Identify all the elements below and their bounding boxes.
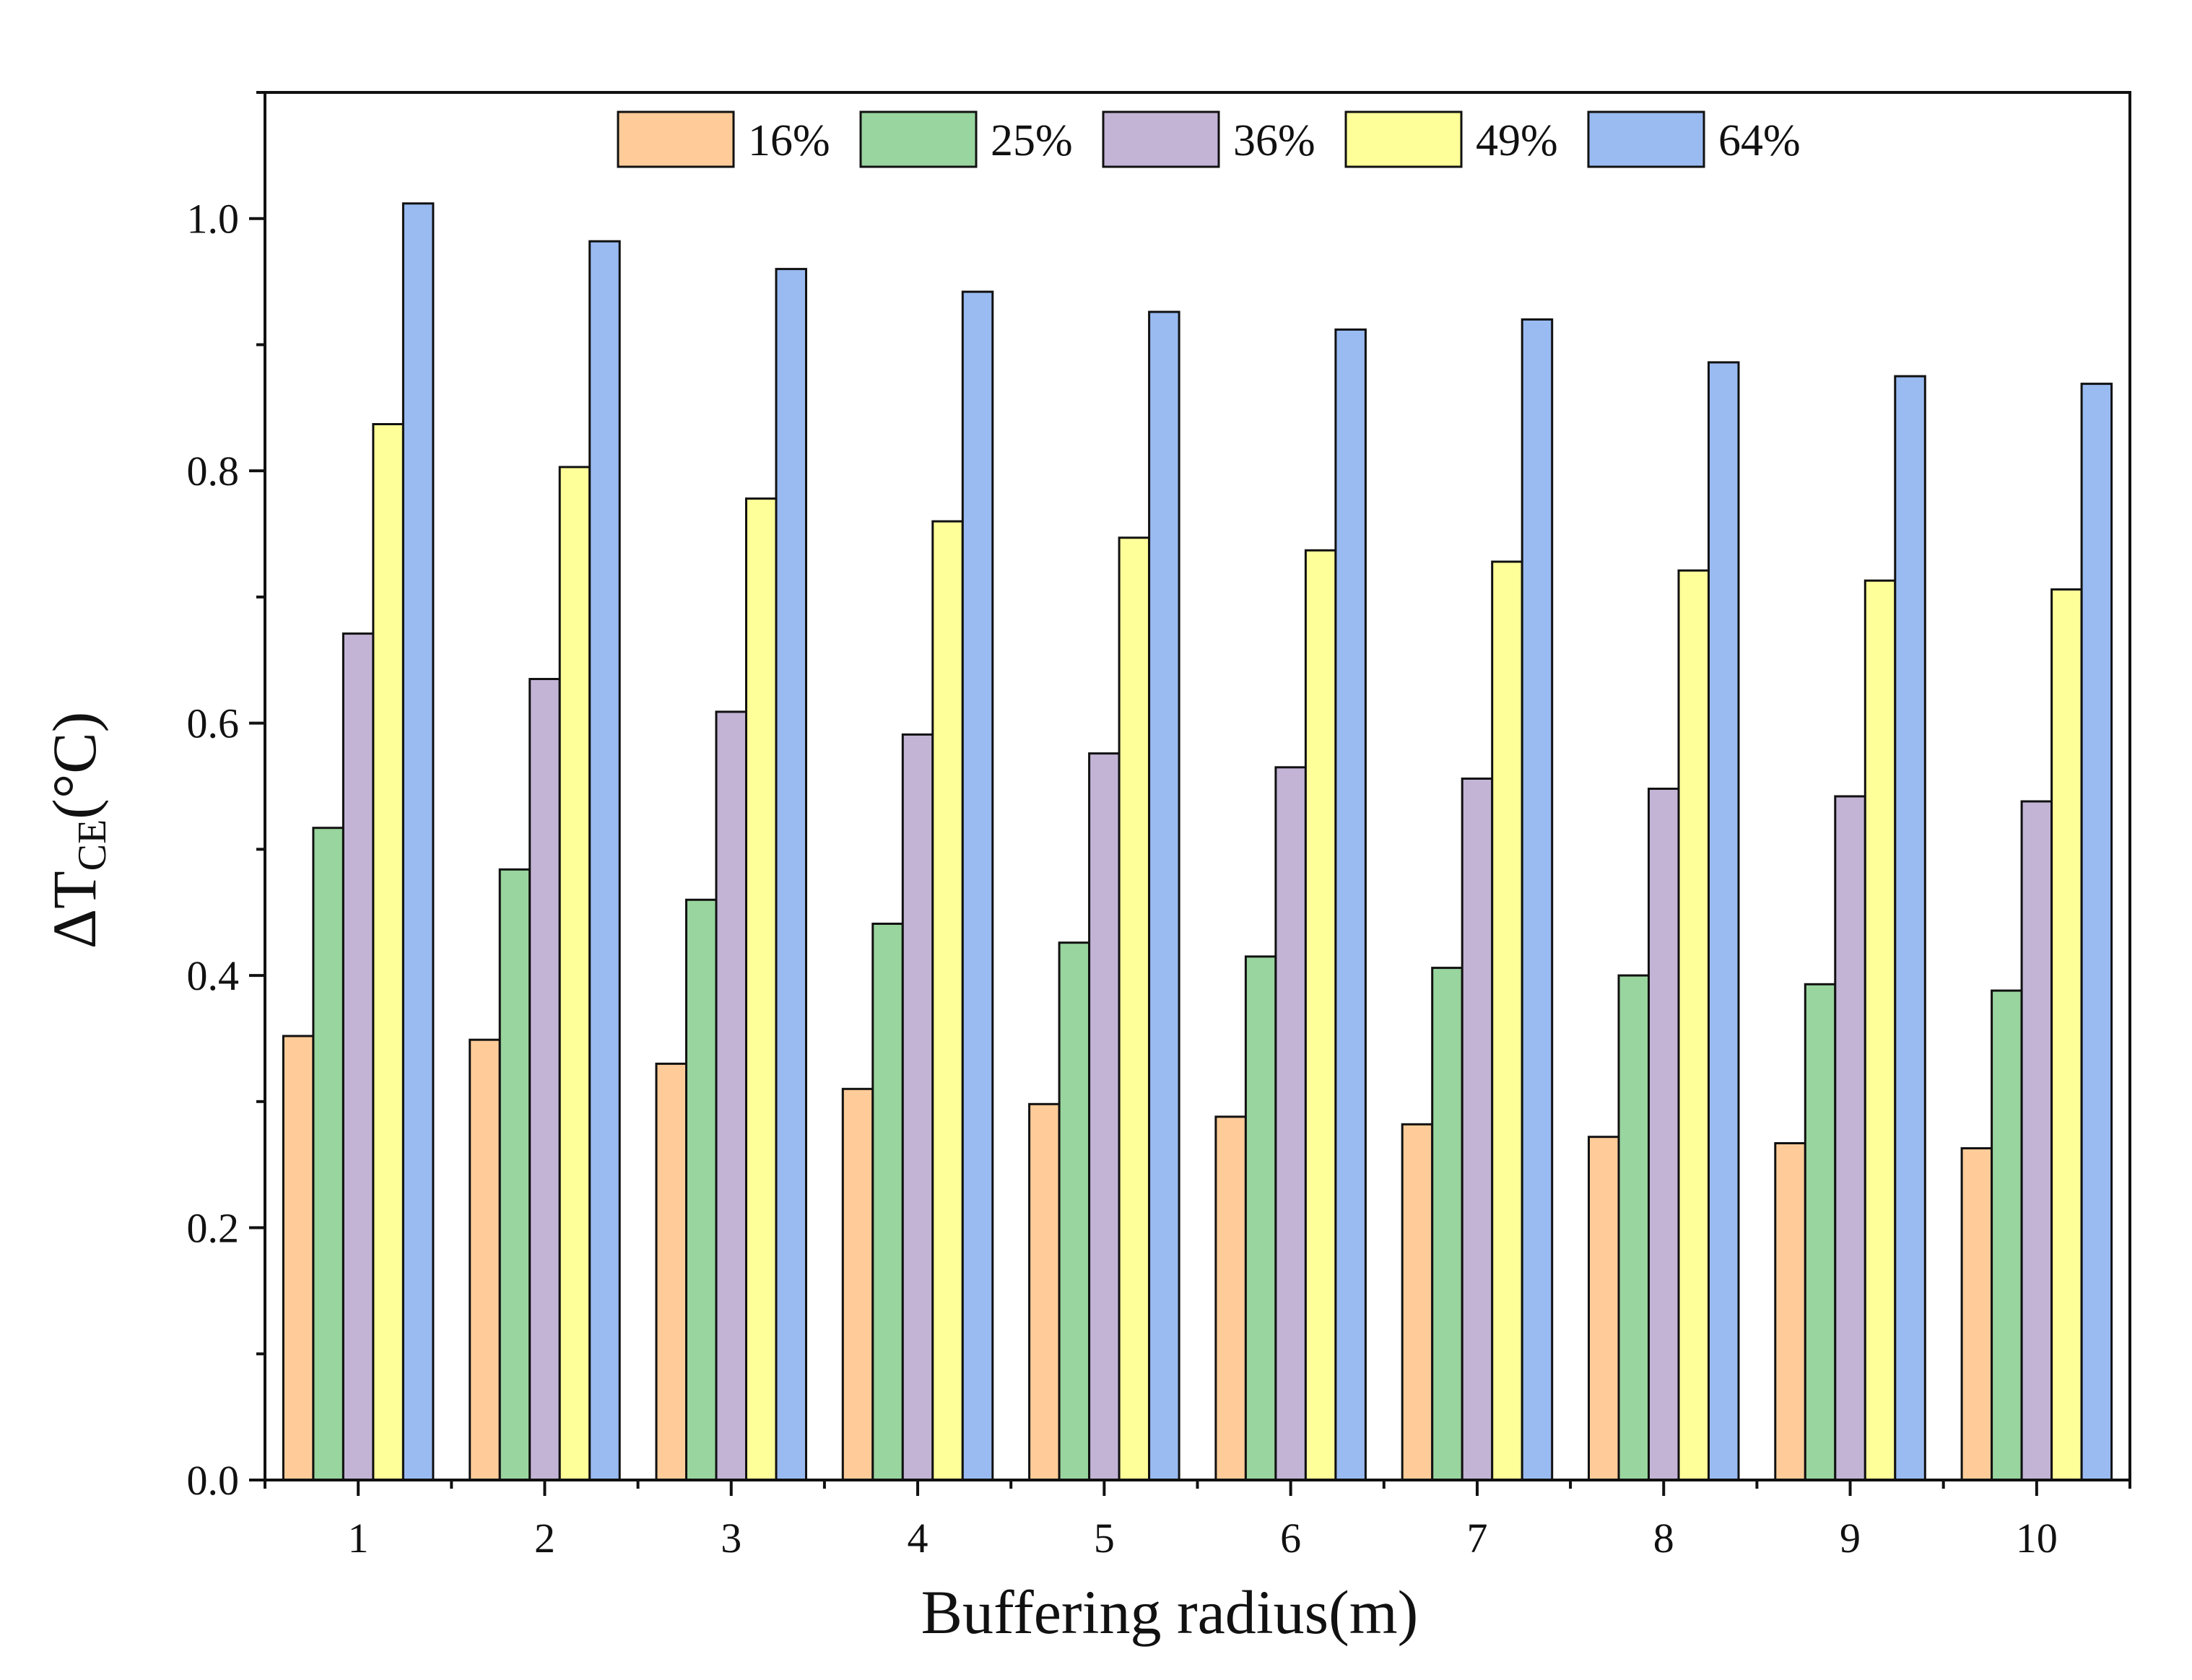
bar-25pct-r4 xyxy=(871,923,904,1481)
bar-25pct-r1 xyxy=(312,827,344,1481)
bar-25pct-r9 xyxy=(1804,983,1837,1481)
y-tick-label: 0.4 xyxy=(187,952,240,999)
bar-49pct-r8 xyxy=(1677,569,1710,1481)
bar-49pct-r10 xyxy=(2050,588,2083,1481)
legend: 16% 25% 36% 49% 64% xyxy=(617,110,1801,168)
x-tick-label: 1 xyxy=(348,1515,369,1562)
bar-16pct-r3 xyxy=(655,1062,687,1481)
y-tick-label: 0.0 xyxy=(187,1457,240,1504)
legend-swatch-16pct xyxy=(617,110,735,168)
bar-16pct-r5 xyxy=(1028,1102,1061,1481)
y-tick-label: 0.8 xyxy=(187,448,240,495)
y-axis-label-main: ΔT xyxy=(40,871,109,949)
bar-25pct-r7 xyxy=(1431,967,1463,1481)
bar-49pct-r7 xyxy=(1491,560,1523,1481)
x-tick-label: 9 xyxy=(1840,1515,1861,1562)
bar-16pct-r2 xyxy=(469,1038,501,1481)
y-axis-label: ΔTCE(°C) xyxy=(40,712,115,949)
bar-25pct-r6 xyxy=(1244,955,1277,1481)
legend-label-16pct: 16% xyxy=(748,116,830,165)
bar-36pct-r2 xyxy=(529,678,561,1481)
bars-layer xyxy=(282,202,2113,1481)
bar-16pct-r4 xyxy=(841,1087,874,1481)
y-axis-label-sub: CE xyxy=(70,819,115,871)
x-tick-label: 6 xyxy=(1280,1515,1301,1562)
bar-25pct-r3 xyxy=(685,898,718,1481)
bar-64pct-r7 xyxy=(1521,318,1554,1481)
bar-36pct-r9 xyxy=(1834,795,1866,1481)
bar-64pct-r5 xyxy=(1148,310,1180,1481)
x-tick-label: 4 xyxy=(908,1515,928,1562)
legend-label-64pct: 64% xyxy=(1718,116,1801,165)
legend-label-36pct: 36% xyxy=(1233,116,1315,165)
bar-16pct-r8 xyxy=(1588,1136,1620,1481)
bar-49pct-r6 xyxy=(1304,549,1337,1481)
bar-64pct-r9 xyxy=(1894,375,1926,1481)
y-tick-label: 1.0 xyxy=(187,196,240,243)
x-tick-label: 2 xyxy=(534,1515,555,1562)
legend-swatch-49pct xyxy=(1344,110,1463,168)
bar-16pct-r7 xyxy=(1401,1123,1434,1481)
bar-49pct-r3 xyxy=(745,497,778,1481)
bar-16pct-r1 xyxy=(282,1035,315,1481)
bar-64pct-r1 xyxy=(401,202,435,1481)
bar-36pct-r5 xyxy=(1088,752,1121,1481)
bar-25pct-r2 xyxy=(498,868,531,1481)
bar-36pct-r1 xyxy=(342,632,375,1481)
bar-49pct-r9 xyxy=(1863,579,1897,1481)
y-axis-label-group: ΔTCE(°C) xyxy=(40,712,115,949)
y-tick-label: 0.6 xyxy=(187,700,240,747)
axes-layer: 0.0 0.2 0.4 0.6 0.8 1.0 1 2 3 4 5 6 7 8 9 10 xyxy=(187,91,2131,1562)
bar-36pct-r3 xyxy=(715,710,747,1481)
bar-49pct-r5 xyxy=(1118,536,1151,1481)
bar-36pct-r6 xyxy=(1274,766,1307,1481)
x-tick-label: 3 xyxy=(721,1515,741,1562)
bar-64pct-r4 xyxy=(961,290,994,1481)
bar-36pct-r7 xyxy=(1461,778,1494,1481)
bar-25pct-r5 xyxy=(1058,941,1091,1481)
x-axis-label: Buffering radius(m) xyxy=(921,1577,1419,1647)
legend-swatch-25pct xyxy=(859,110,978,168)
bar-49pct-r2 xyxy=(558,466,591,1481)
legend-swatch-36pct xyxy=(1102,110,1220,168)
bar-16pct-r6 xyxy=(1214,1115,1247,1481)
x-tick-label: 7 xyxy=(1466,1515,1487,1562)
bar-36pct-r4 xyxy=(901,733,934,1481)
bar-25pct-r8 xyxy=(1617,974,1650,1481)
bar-64pct-r2 xyxy=(588,240,621,1481)
x-tick-label: 10 xyxy=(2016,1515,2058,1562)
bar-64pct-r6 xyxy=(1334,328,1367,1481)
bar-36pct-r8 xyxy=(1648,788,1680,1481)
bar-16pct-r9 xyxy=(1774,1142,1806,1481)
x-tick-label: 8 xyxy=(1653,1515,1674,1562)
bar-64pct-r3 xyxy=(775,268,807,1481)
y-axis-label-unit: (°C) xyxy=(40,712,109,819)
bar-36pct-r10 xyxy=(2020,800,2053,1481)
bar-49pct-r4 xyxy=(931,520,964,1481)
legend-label-49pct: 49% xyxy=(1476,116,1558,165)
x-tick-label: 5 xyxy=(1094,1515,1115,1562)
legend-label-25pct: 25% xyxy=(991,116,1073,165)
bar-16pct-r10 xyxy=(1960,1147,1993,1481)
bar-64pct-r8 xyxy=(1708,361,1740,1481)
legend-swatch-64pct xyxy=(1587,110,1705,168)
bar-25pct-r10 xyxy=(1991,989,2023,1481)
bar-64pct-r10 xyxy=(2080,383,2113,1481)
y-tick-label: 0.2 xyxy=(187,1205,240,1252)
bar-49pct-r1 xyxy=(372,423,404,1481)
